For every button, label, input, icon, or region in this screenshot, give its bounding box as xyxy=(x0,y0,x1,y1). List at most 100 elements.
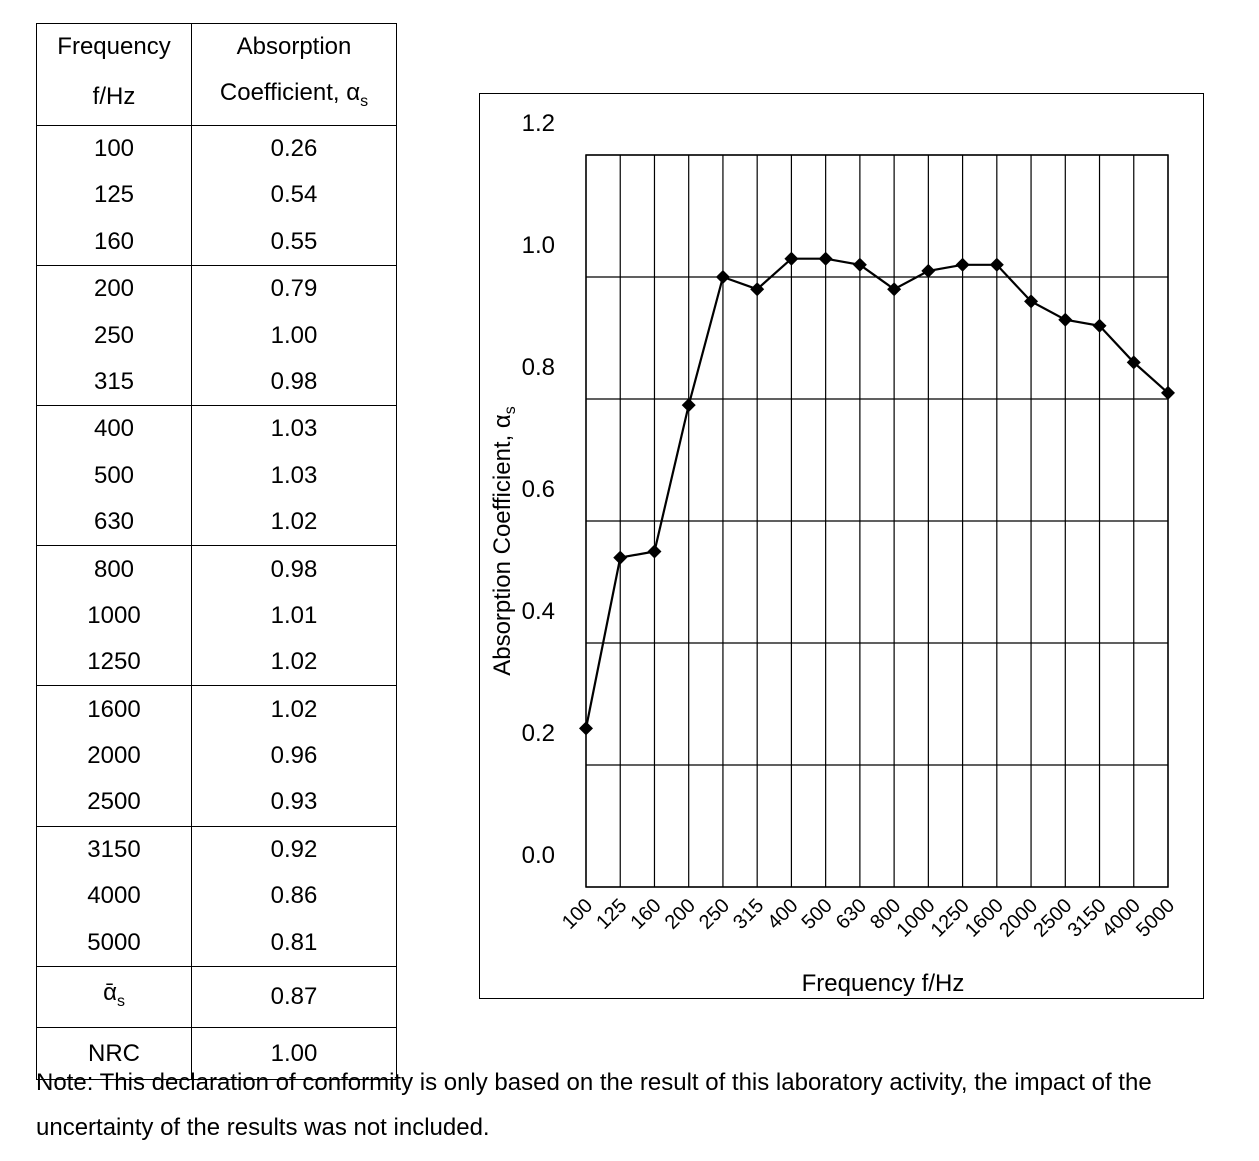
chart-panel: 0.0 0.2 0.4 0.6 0.8 1.0 1.2 100 125 160 200 250 315 4… xyxy=(479,93,1204,999)
y-tick-label: 0.6 xyxy=(522,476,555,503)
y-axis-title: Absorption Coefficient, αs xyxy=(489,406,519,676)
header-frequency: Frequency xyxy=(36,23,192,70)
note-text: Note: This declaration of conformity is … xyxy=(36,1069,1152,1141)
x-tick-label: 5000 xyxy=(1132,895,1179,942)
frequency-cell: 125 xyxy=(36,172,192,219)
x-axis-title: Frequency f/Hz xyxy=(802,970,965,997)
series-line xyxy=(584,257,1169,729)
table-row: 160 0.55 xyxy=(36,218,397,266)
absorption-cell: 1.02 xyxy=(191,685,397,733)
data-point xyxy=(852,257,867,272)
x-tick-label: 1600 xyxy=(961,895,1008,942)
x-tick-label: 250 xyxy=(695,895,734,934)
header-coefficient: Coefficient, αs xyxy=(191,70,397,126)
data-point xyxy=(989,257,1004,272)
absorption-cell: 1.02 xyxy=(191,639,397,687)
data-point xyxy=(955,257,970,272)
x-tick-label: 2000 xyxy=(995,895,1042,942)
data-point xyxy=(887,282,902,297)
table-row: 315 0.98 xyxy=(36,358,397,407)
x-tick-label: 200 xyxy=(661,895,700,934)
table-row: 800 0.98 xyxy=(36,545,397,593)
frequency-cell: 630 xyxy=(36,498,192,547)
x-tick-label: 1000 xyxy=(892,895,939,942)
x-tick-label: 1250 xyxy=(927,895,974,942)
absorption-cell: 1.01 xyxy=(191,592,397,640)
table-row: 1250 1.02 xyxy=(36,639,397,687)
plot-area xyxy=(585,154,1169,888)
absorption-chart: 0.00.20.40.60.81.01.21001251602002503154… xyxy=(489,110,1179,997)
data-point xyxy=(1024,294,1039,309)
absorption-cell: 1.03 xyxy=(191,405,397,453)
x-tick-label: 3150 xyxy=(1064,895,1111,942)
frequency-cell: 1000 xyxy=(36,592,192,640)
table-row: 250 1.00 xyxy=(36,312,397,359)
absorption-cell: 0.92 xyxy=(191,825,397,874)
x-tick-label: 2500 xyxy=(1029,895,1076,942)
data-point xyxy=(1126,355,1141,370)
absorption-cell: 0.79 xyxy=(191,264,397,313)
table-row: 100 0.26 xyxy=(36,124,397,173)
table-row: 125 0.54 xyxy=(36,172,397,219)
mean-label: ᾱs xyxy=(36,965,192,1028)
x-tick-label: 4000 xyxy=(1098,895,1145,942)
table-group: 800 0.98 1000 1.01 1250 1.02 xyxy=(36,545,397,687)
y-tick-label: 0.4 xyxy=(522,598,555,625)
frequency-cell: 500 xyxy=(36,452,192,499)
table-row: 1000 1.01 xyxy=(36,592,397,640)
data-point xyxy=(1161,385,1175,400)
data-point xyxy=(784,251,799,266)
table-group: 3150 0.92 4000 0.86 5000 0.81 xyxy=(36,825,397,967)
data-point xyxy=(681,398,696,413)
frequency-cell: 1600 xyxy=(36,685,192,733)
data-point xyxy=(750,282,765,297)
absorption-cell: 0.86 xyxy=(191,873,397,920)
y-tick-label: 0.8 xyxy=(522,354,555,381)
frequency-cell: 2000 xyxy=(36,732,192,780)
frequency-cell: 3150 xyxy=(36,825,192,874)
frequency-cell: 200 xyxy=(36,264,192,313)
frequency-cell: 800 xyxy=(36,545,192,593)
absorption-cell: 0.26 xyxy=(191,124,397,173)
table-group: 100 0.26 125 0.54 160 0.55 xyxy=(36,124,397,266)
frequency-cell: 1250 xyxy=(36,639,192,687)
table-row: 3150 0.92 xyxy=(36,825,397,874)
frequency-cell: 315 xyxy=(36,358,192,407)
y-tick-label: 0.0 xyxy=(522,842,555,869)
table-row: 2500 0.93 xyxy=(36,779,397,827)
x-tick-label: 160 xyxy=(626,895,665,934)
frequency-cell: 2500 xyxy=(36,779,192,827)
absorption-cell: 0.55 xyxy=(191,218,397,266)
absorption-cell: 0.98 xyxy=(191,545,397,593)
table-row: 1600 1.02 xyxy=(36,685,397,733)
data-point xyxy=(1092,318,1107,333)
absorption-cell: 1.00 xyxy=(191,312,397,359)
table-row: 400 1.03 xyxy=(36,405,397,453)
table-row: 500 1.03 xyxy=(36,452,397,499)
x-tick-label: 630 xyxy=(832,895,871,934)
table-group: 1600 1.02 2000 0.96 2500 0.93 xyxy=(36,685,397,827)
table-row: 630 1.02 xyxy=(36,498,397,547)
y-tick-label: 1.0 xyxy=(522,232,555,259)
header-absorption: Absorption xyxy=(191,23,397,70)
absorption-cell: 0.98 xyxy=(191,358,397,407)
y-tick-label: 0.2 xyxy=(522,720,555,747)
data-point xyxy=(579,721,593,736)
mean-value: 0.87 xyxy=(191,965,397,1028)
absorption-cell: 1.03 xyxy=(191,452,397,499)
x-tick-label: 125 xyxy=(592,895,631,934)
absorption-cell: 1.02 xyxy=(191,498,397,547)
data-point xyxy=(818,251,833,266)
frequency-cell: 250 xyxy=(36,312,192,359)
x-tick-label: 400 xyxy=(763,895,802,934)
frequency-cell: 4000 xyxy=(36,873,192,920)
absorption-cell: 0.93 xyxy=(191,779,397,827)
table-row: 4000 0.86 xyxy=(36,873,397,920)
data-point xyxy=(613,550,628,565)
table-group: 200 0.79 250 1.00 315 0.98 xyxy=(36,264,397,407)
x-tick-label: 100 xyxy=(558,895,597,934)
table-row: 2000 0.96 xyxy=(36,732,397,780)
y-tick-label: 1.2 xyxy=(522,110,555,137)
table-row: 5000 0.81 xyxy=(36,919,397,967)
frequency-cell: 400 xyxy=(36,405,192,453)
